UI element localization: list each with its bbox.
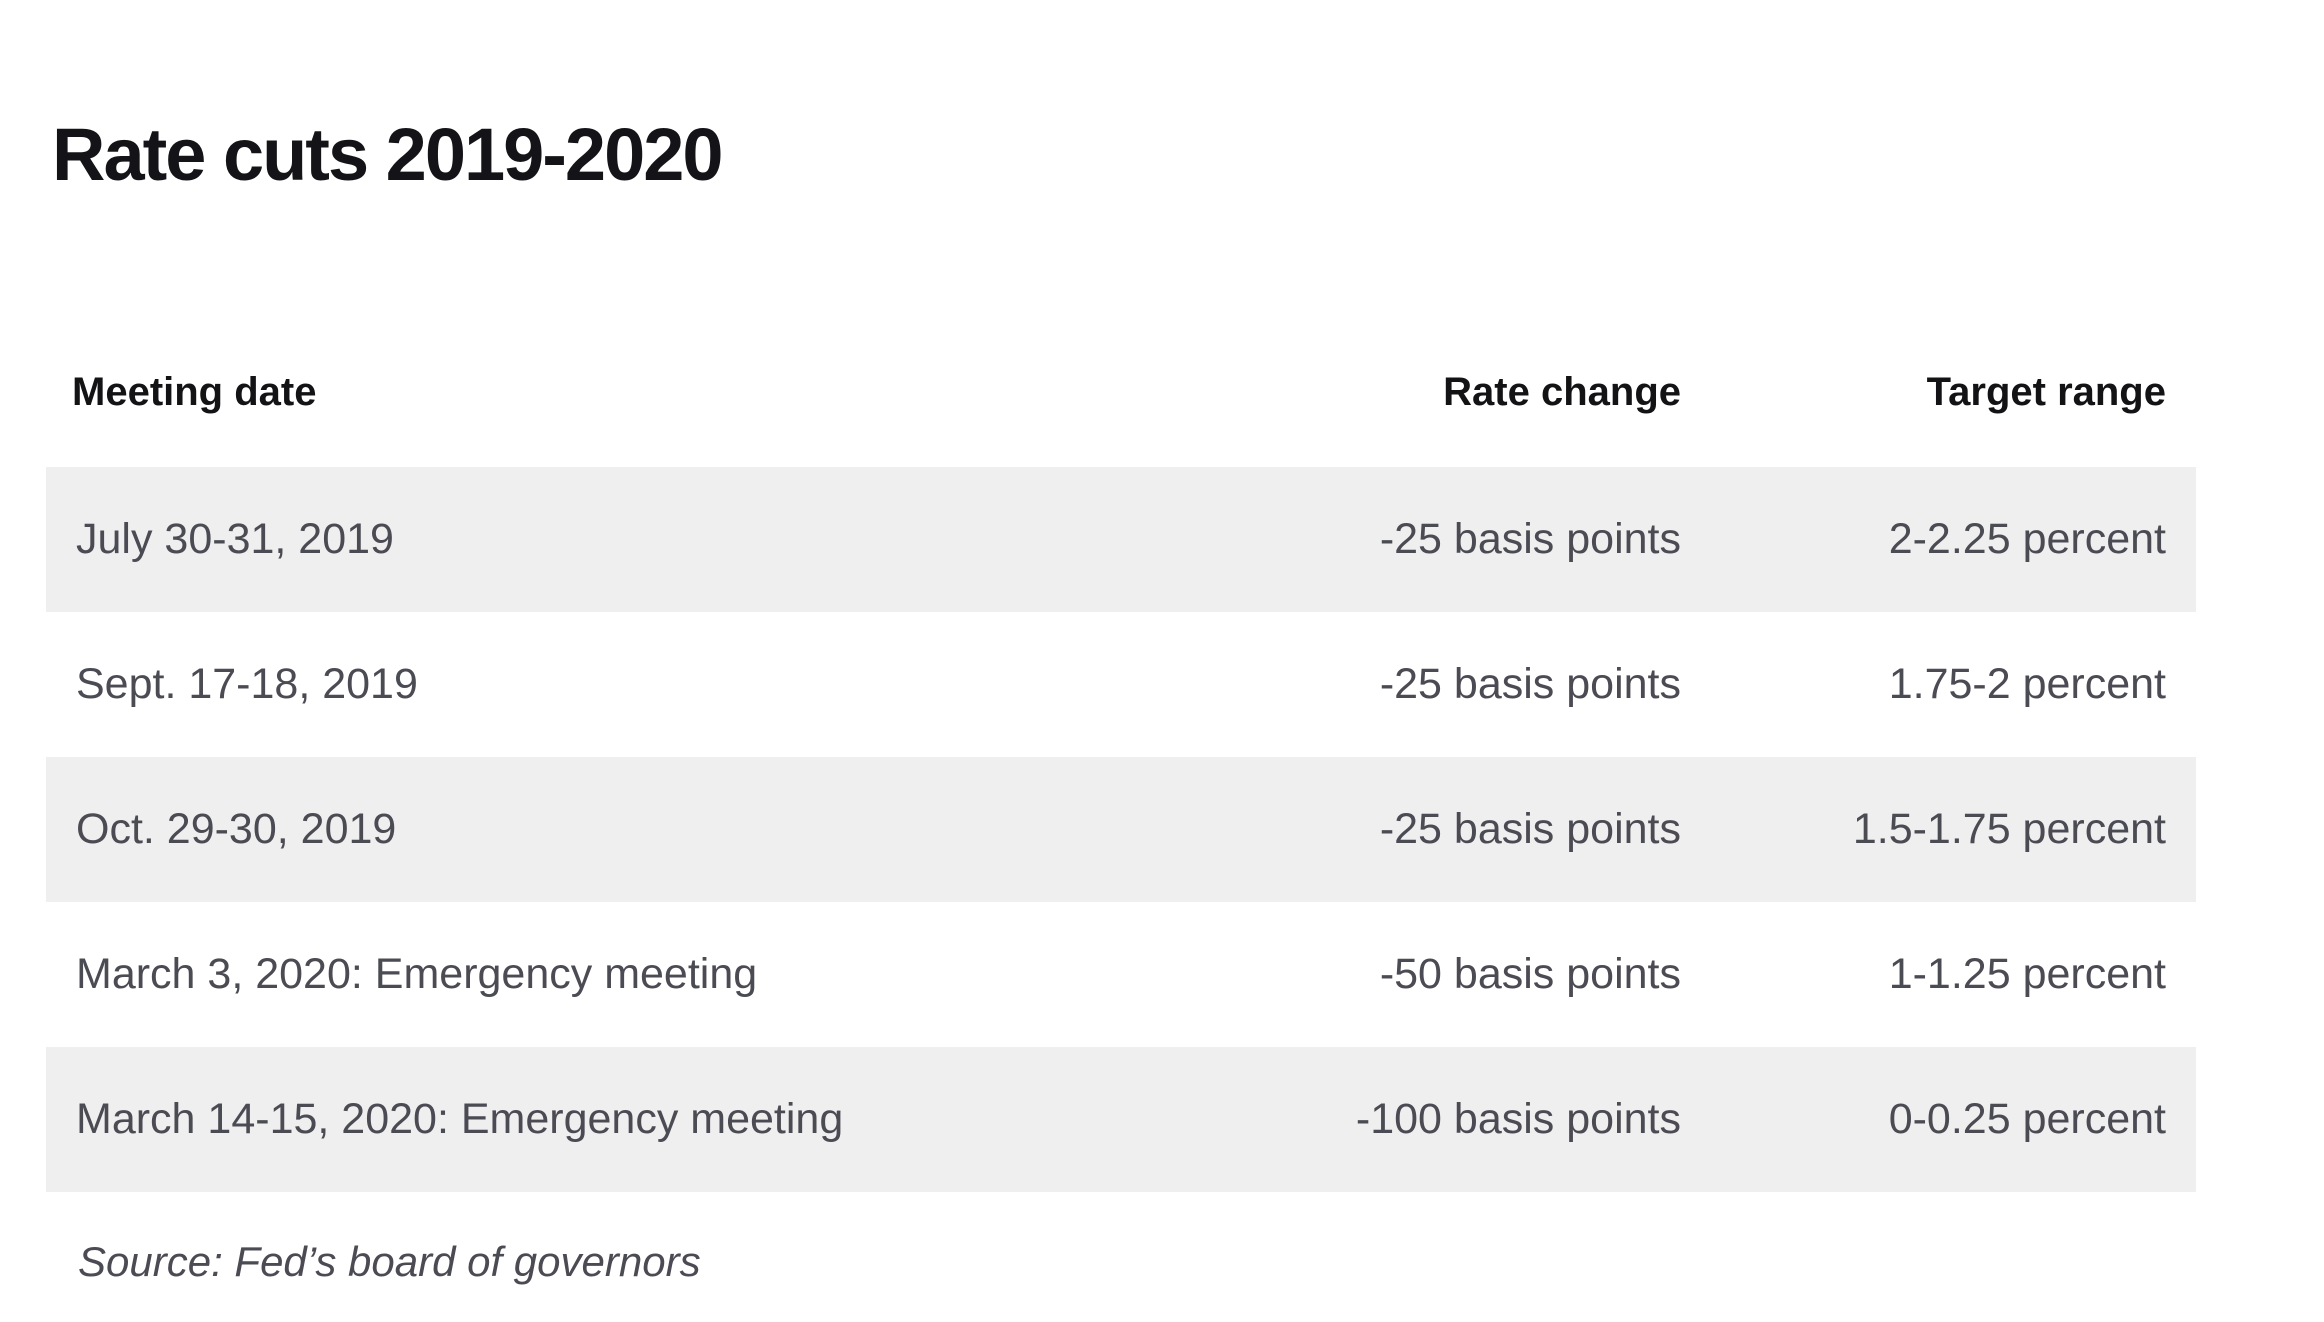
table-row: March 3, 2020: Emergency meeting -50 bas… (46, 902, 2196, 1047)
cell-target-range: 0-0.25 percent (1888, 1095, 2166, 1143)
cell-meeting-date: Sept. 17-18, 2019 (76, 660, 418, 708)
column-header-rate-change: Rate change (1443, 370, 1681, 414)
table-body: July 30-31, 2019 -25 basis points 2-2.25… (46, 467, 2196, 1192)
table-row: Sept. 17-18, 2019 -25 basis points 1.75-… (46, 612, 2196, 757)
cell-rate-change: -25 basis points (1379, 805, 1681, 853)
table-row: March 14-15, 2020: Emergency meeting -10… (46, 1047, 2196, 1192)
cell-rate-change: -25 basis points (1379, 515, 1681, 563)
cell-meeting-date: July 30-31, 2019 (76, 515, 394, 563)
source-attribution: Source: Fed’s board of governors (78, 1238, 701, 1285)
cell-rate-change: -50 basis points (1379, 950, 1681, 998)
cell-meeting-date: Oct. 29-30, 2019 (76, 805, 397, 853)
cell-target-range: 1.5-1.75 percent (1852, 805, 2166, 853)
cell-target-range: 1-1.25 percent (1888, 950, 2166, 998)
column-header-target-range: Target range (1926, 370, 2166, 414)
cell-target-range: 2-2.25 percent (1888, 515, 2166, 563)
page-title: Rate cuts 2019-2020 (52, 112, 724, 196)
cell-meeting-date: March 3, 2020: Emergency meeting (76, 950, 758, 998)
table-row: Oct. 29-30, 2019 -25 basis points 1.5-1.… (46, 757, 2196, 902)
cell-meeting-date: March 14-15, 2020: Emergency meeting (76, 1095, 844, 1143)
cell-rate-change: -25 basis points (1379, 660, 1681, 708)
table-header-row: Meeting date Rate change Target range (46, 368, 2196, 467)
rate-cuts-table: Meeting date Rate change Target range Ju… (46, 368, 2196, 1286)
table-row: July 30-31, 2019 -25 basis points 2-2.25… (46, 467, 2196, 612)
cell-target-range: 1.75-2 percent (1888, 660, 2166, 708)
cell-rate-change: -100 basis points (1355, 1095, 1681, 1143)
column-header-meeting-date: Meeting date (72, 370, 317, 414)
